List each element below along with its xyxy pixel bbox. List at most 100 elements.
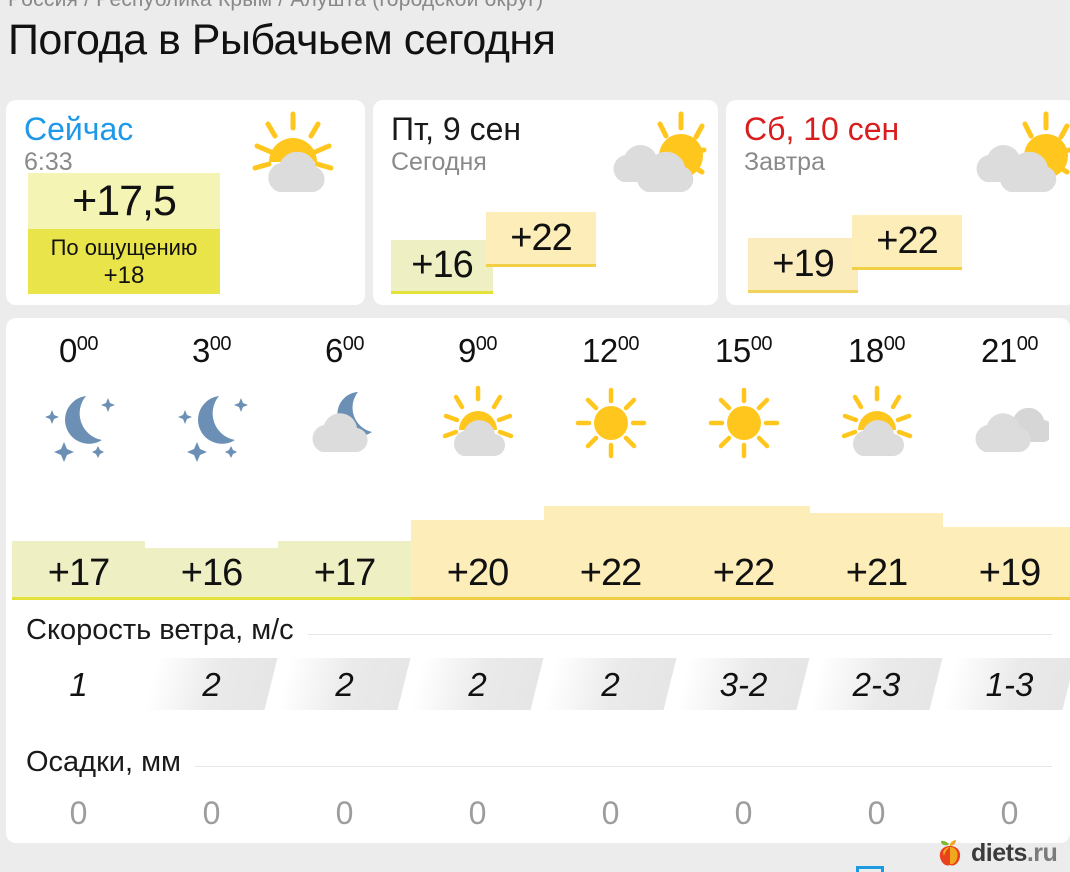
precipitation-cell: 0: [12, 788, 145, 838]
wind-speed-value: 1: [69, 666, 88, 703]
wind-speed-cell: 1-3: [942, 656, 1070, 714]
card-now[interactable]: Сейчас 6:33: [6, 100, 365, 305]
now-feels-like-block: По ощущению +18: [28, 229, 220, 294]
sun-behind-cloud-icon: [810, 380, 943, 466]
temperature-bar: +19: [943, 527, 1070, 600]
precipitation-value: 0: [601, 794, 620, 831]
blue-marker-box[interactable]: [856, 866, 884, 872]
hour-label: 300: [191, 332, 232, 369]
tomorrow-high-temp: +22: [852, 215, 962, 270]
now-temperature: +17,5: [72, 176, 177, 225]
temperature-bar-label: +17: [47, 552, 110, 594]
temperature-bar-label: +22: [712, 552, 775, 594]
hour-label: 600: [324, 332, 365, 369]
precip-section-title: Осадки, мм: [26, 746, 195, 779]
wind-speed-cell: 2: [410, 656, 544, 714]
temperature-bar: +21: [810, 513, 943, 600]
sun-icon: [677, 380, 810, 466]
card-now-time: 6:33: [24, 148, 73, 176]
hourly-forecast-panel: 000 300 600 900 1200 1500 1800 2100 +17 +16 +17 +2…: [6, 318, 1070, 843]
wind-speed-value: 2: [601, 666, 620, 703]
moon-stars-icon: [145, 380, 278, 466]
page-title: Погода в Рыбачьем сегодня: [8, 16, 556, 64]
precipitation-value: 0: [335, 794, 354, 831]
temperature-bar-label: +16: [180, 552, 243, 594]
clouds-icon: [943, 380, 1070, 466]
precipitation-cell: 0: [810, 788, 943, 838]
wind-speed-cell: 2-3: [809, 656, 943, 714]
card-now-title: Сейчас: [24, 111, 134, 147]
diets-ru-watermark[interactable]: diets.ru: [935, 838, 1058, 868]
hour-label-cell: 2100: [943, 332, 1070, 382]
hour-label: 2100: [981, 332, 1038, 369]
card-today-title: Пт, 9 сен: [391, 111, 522, 147]
hour-label: 900: [457, 332, 498, 369]
sun-behind-cloud-icon: [241, 110, 351, 202]
day-cards-row: Сейчас 6:33: [0, 100, 1070, 312]
hour-label-cell: 300: [145, 332, 278, 382]
temperature-bar: +22: [677, 506, 810, 600]
hour-label: 1200: [582, 332, 639, 369]
now-feels-like-label: По ощущению: [50, 234, 198, 260]
precipitation-cell: 0: [145, 788, 278, 838]
precipitation-cell: 0: [943, 788, 1070, 838]
breadcrumb[interactable]: Россия / Республика Крым / Алушта (город…: [8, 0, 543, 12]
precipitation-value: 0: [69, 794, 88, 831]
wind-speed-cell: 2: [277, 656, 411, 714]
temperature-bar: +16: [145, 548, 278, 600]
temperature-bar: +20: [411, 520, 544, 600]
precipitation-cell: 0: [411, 788, 544, 838]
precipitation-cell: 0: [544, 788, 677, 838]
wind-speed-value: 2: [202, 666, 221, 703]
temperature-bar-label: +19: [978, 552, 1041, 594]
hour-label: 1800: [848, 332, 905, 369]
hour-label-cell: 1200: [544, 332, 677, 382]
tomorrow-low-temp: +19: [748, 238, 858, 293]
precipitation-value: 0: [867, 794, 886, 831]
hour-labels-row: 000 300 600 900 1200 1500 1800 2100: [6, 332, 1070, 382]
watermark-tld: .ru: [1026, 838, 1058, 867]
hour-icons-row: [6, 380, 1070, 466]
precipitation-value: 0: [734, 794, 753, 831]
precip-section-rule: [26, 766, 1052, 767]
now-feels-like-value: +18: [103, 261, 145, 289]
precipitation-cell: 0: [677, 788, 810, 838]
precipitation-row: 0 0 0 0 0 0 0 0: [6, 788, 1070, 838]
temperature-bar-label: +17: [313, 552, 376, 594]
precipitation-cell: 0: [278, 788, 411, 838]
wind-speed-value: 2: [468, 666, 487, 703]
hour-label-cell: 000: [12, 332, 145, 382]
wind-speed-value: 2-3: [852, 666, 901, 703]
hour-label-cell: 1800: [810, 332, 943, 382]
hour-label: 000: [58, 332, 99, 369]
precipitation-value: 0: [202, 794, 221, 831]
temperature-bar: +22: [544, 506, 677, 600]
card-today[interactable]: Пт, 9 сен Сегодня +16 +22: [373, 100, 718, 305]
card-tomorrow-subtitle: Завтра: [744, 148, 825, 176]
wind-speed-cell: 1: [12, 656, 145, 714]
wind-section-header: Скорость ветра, м/с: [6, 614, 1070, 658]
moon-behind-cloud-icon: [278, 380, 411, 466]
watermark-name: diets: [971, 838, 1027, 867]
hour-label-cell: 600: [278, 332, 411, 382]
wind-speed-value: 2: [335, 666, 354, 703]
temperature-bar: +17: [278, 541, 411, 600]
card-tomorrow[interactable]: Сб, 10 сен Завтра +19 +22: [726, 100, 1070, 305]
wind-speed-cell: 3-2: [676, 656, 810, 714]
precipitation-value: 0: [1000, 794, 1019, 831]
card-tomorrow-title: Сб, 10 сен: [744, 111, 900, 147]
hourly-temperature-chart: +17 +16 +17 +20 +22 +22 +21 +19: [6, 490, 1070, 600]
today-high-temp: +22: [486, 212, 596, 267]
hour-label-cell: 900: [411, 332, 544, 382]
sun-icon: [544, 380, 677, 466]
sun-behind-cloud-icon: [603, 110, 713, 202]
wind-speed-cell: 2: [543, 656, 677, 714]
temperature-bar-label: +22: [579, 552, 642, 594]
wind-speed-cell: 2: [144, 656, 278, 714]
sun-behind-cloud-icon: [966, 110, 1070, 202]
watermark-label: diets.ru: [971, 838, 1058, 868]
wind-section-rule: [26, 634, 1052, 635]
temperature-bar: +17: [12, 541, 145, 600]
hour-label: 1500: [715, 332, 772, 369]
